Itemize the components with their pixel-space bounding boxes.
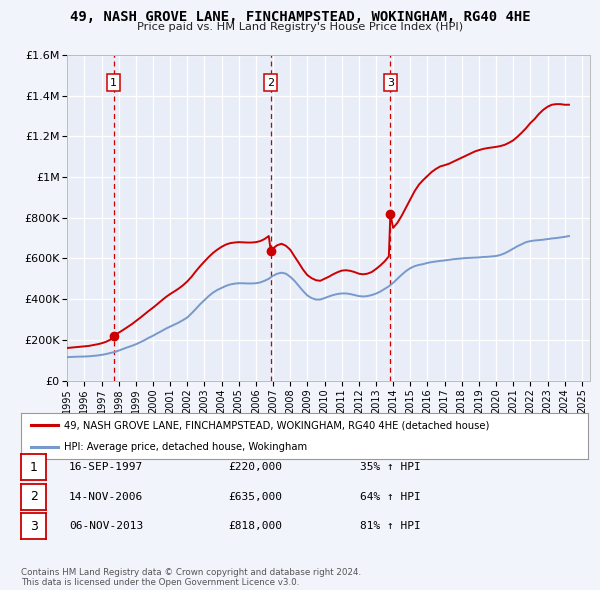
Text: 2: 2: [267, 77, 274, 87]
Text: 3: 3: [387, 77, 394, 87]
Text: 1: 1: [110, 77, 117, 87]
Text: 49, NASH GROVE LANE, FINCHAMPSTEAD, WOKINGHAM, RG40 4HE (detached house): 49, NASH GROVE LANE, FINCHAMPSTEAD, WOKI…: [64, 421, 489, 431]
Text: 35% ↑ HPI: 35% ↑ HPI: [360, 463, 421, 472]
Text: 64% ↑ HPI: 64% ↑ HPI: [360, 492, 421, 502]
Text: £818,000: £818,000: [228, 522, 282, 531]
Text: 06-NOV-2013: 06-NOV-2013: [69, 522, 143, 531]
Text: Price paid vs. HM Land Registry's House Price Index (HPI): Price paid vs. HM Land Registry's House …: [137, 22, 463, 32]
Text: Contains HM Land Registry data © Crown copyright and database right 2024.
This d: Contains HM Land Registry data © Crown c…: [21, 568, 361, 587]
Text: £220,000: £220,000: [228, 463, 282, 472]
Text: 14-NOV-2006: 14-NOV-2006: [69, 492, 143, 502]
Text: 1: 1: [29, 461, 38, 474]
Text: 81% ↑ HPI: 81% ↑ HPI: [360, 522, 421, 531]
Text: 2: 2: [29, 490, 38, 503]
Text: HPI: Average price, detached house, Wokingham: HPI: Average price, detached house, Woki…: [64, 441, 307, 451]
Text: 16-SEP-1997: 16-SEP-1997: [69, 463, 143, 472]
Text: 3: 3: [29, 520, 38, 533]
Text: £635,000: £635,000: [228, 492, 282, 502]
Text: 49, NASH GROVE LANE, FINCHAMPSTEAD, WOKINGHAM, RG40 4HE: 49, NASH GROVE LANE, FINCHAMPSTEAD, WOKI…: [70, 10, 530, 24]
